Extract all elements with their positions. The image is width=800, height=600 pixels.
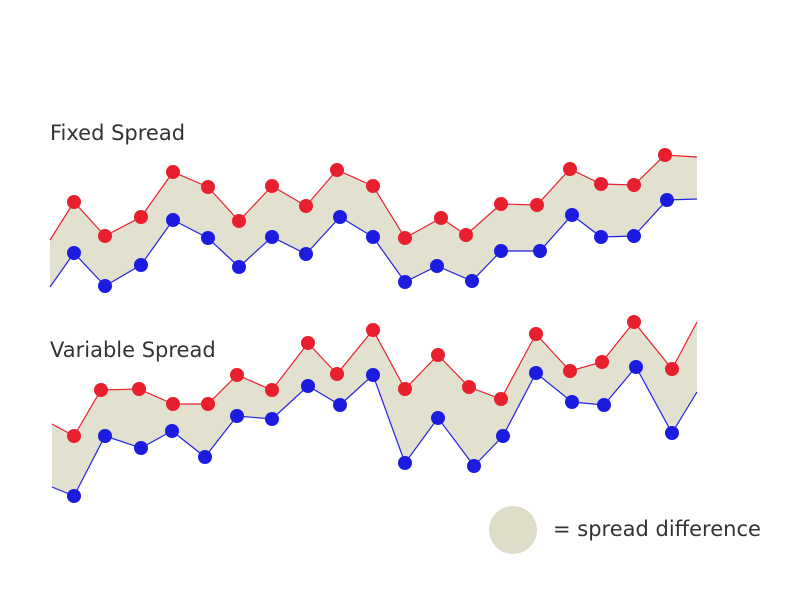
bid-dot [660,193,674,207]
ask-dot [595,355,609,369]
ask-dot [665,362,679,376]
ask-dot [232,214,246,228]
ask-dot [431,348,445,362]
ask-dot [494,197,508,211]
bid-dot [201,231,215,245]
bid-dot [398,456,412,470]
bid-dot [198,450,212,464]
ask-dot [134,210,148,224]
ask-dot [299,199,313,213]
bid-dot [431,411,445,425]
ask-dot [658,148,672,162]
bid-dot [366,230,380,244]
ask-dot [230,368,244,382]
ask-dot [166,397,180,411]
bid-dot [230,409,244,423]
ask-dot [563,162,577,176]
bid-dot [565,208,579,222]
ask-dot [627,178,641,192]
bid-dot [467,459,481,473]
bid-dot [665,426,679,440]
bid-dot [67,246,81,260]
ask-dot [201,397,215,411]
bid-dot [627,229,641,243]
ask-dot [132,382,146,396]
ask-dot [530,198,544,212]
ask-dot [462,380,476,394]
bid-dot [366,368,380,382]
ask-dot [398,382,412,396]
panel-title: Fixed Spread [50,121,185,145]
spread-area [50,155,697,287]
bid-dot [333,398,347,412]
bid-dot [98,279,112,293]
ask-dot [301,336,315,350]
bid-dot [134,258,148,272]
bid-dot [165,424,179,438]
bid-dot [265,230,279,244]
ask-dot [398,231,412,245]
panel-title: Variable Spread [50,338,216,362]
ask-dot [201,180,215,194]
bid-dot [265,412,279,426]
ask-dot [98,229,112,243]
bid-dot [134,441,148,455]
ask-dot [594,177,608,191]
ask-dot [330,367,344,381]
ask-dot [366,179,380,193]
legend-swatch [489,506,537,554]
ask-dot [265,179,279,193]
ask-dot [330,163,344,177]
bid-dot [232,260,246,274]
ask-dot [459,228,473,242]
bid-dot [301,379,315,393]
ask-dot [434,211,448,225]
ask-dot [265,383,279,397]
bid-dot [465,274,479,288]
bid-dot [333,210,347,224]
bid-dot [299,247,313,261]
ask-dot [67,195,81,209]
bid-dot [496,429,510,443]
ask-dot [529,327,543,341]
bid-dot [398,275,412,289]
bid-dot [98,429,112,443]
bid-dot [67,489,81,503]
bid-dot [430,259,444,273]
ask-dot [94,383,108,397]
ask-dot [67,429,81,443]
bid-dot [533,244,547,258]
ask-dot [366,323,380,337]
bid-dot [629,360,643,374]
bid-dot [494,244,508,258]
ask-dot [563,364,577,378]
ask-dot [494,392,508,406]
bid-dot [597,398,611,412]
ask-dot [166,165,180,179]
bid-dot [565,395,579,409]
spread-area [52,322,697,496]
ask-dot [627,315,641,329]
legend-label: = spread difference [553,517,761,541]
fixed-spread-panel [49,148,698,293]
variable-spread-panel [51,315,698,503]
bid-dot [529,366,543,380]
bid-dot [166,213,180,227]
bid-dot [594,230,608,244]
